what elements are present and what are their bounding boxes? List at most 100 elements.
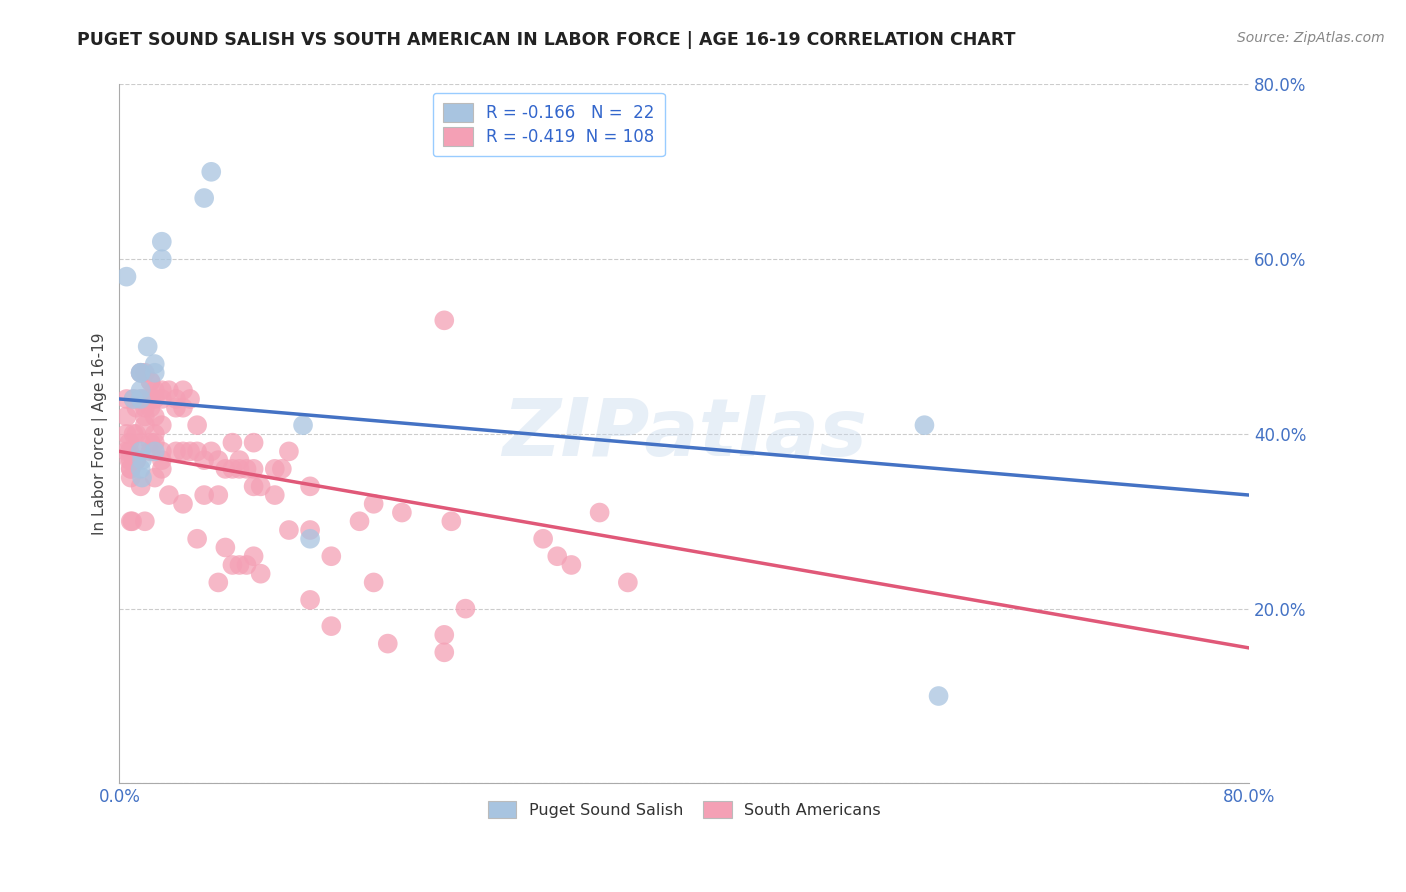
Point: [129, 392, 152, 406]
Point: [134, 514, 156, 528]
Point: [179, 392, 201, 406]
Point: [221, 462, 243, 476]
Point: [134, 392, 156, 406]
Text: ZIPatlas: ZIPatlas: [502, 395, 868, 473]
Point: [193, 453, 215, 467]
Point: [125, 453, 148, 467]
Point: [139, 444, 162, 458]
Point: [165, 392, 187, 406]
Point: [235, 462, 257, 476]
Point: [349, 514, 371, 528]
Point: [143, 470, 166, 484]
Point: [207, 575, 229, 590]
Point: [299, 479, 322, 493]
Point: [143, 409, 166, 424]
Point: [150, 235, 173, 249]
Point: [143, 444, 166, 458]
Point: [129, 435, 152, 450]
Point: [242, 479, 264, 493]
Point: [299, 532, 322, 546]
Point: [433, 628, 456, 642]
Point: [129, 366, 152, 380]
Point: [118, 453, 141, 467]
Point: [131, 453, 153, 467]
Point: [172, 383, 194, 397]
Point: [165, 444, 187, 458]
Point: [129, 479, 152, 493]
Point: [115, 409, 138, 424]
Point: [143, 383, 166, 397]
Point: [228, 462, 250, 476]
Legend: Puget Sound Salish, South Americans: Puget Sound Salish, South Americans: [481, 794, 887, 824]
Point: [207, 453, 229, 467]
Point: [139, 401, 162, 415]
Point: [193, 488, 215, 502]
Point: [186, 444, 208, 458]
Point: [120, 453, 142, 467]
Point: [125, 453, 148, 467]
Point: [391, 506, 413, 520]
Point: [129, 444, 152, 458]
Point: [433, 313, 456, 327]
Point: [321, 619, 343, 633]
Point: [157, 383, 180, 397]
Point: [143, 426, 166, 441]
Point: [242, 549, 264, 564]
Point: [172, 497, 194, 511]
Point: [129, 462, 152, 476]
Point: [560, 558, 582, 572]
Point: [299, 593, 322, 607]
Point: [134, 401, 156, 415]
Point: [120, 462, 142, 476]
Point: [433, 645, 456, 659]
Point: [118, 435, 141, 450]
Point: [143, 392, 166, 406]
Point: [129, 383, 152, 397]
Point: [150, 252, 173, 267]
Point: [228, 558, 250, 572]
Point: [200, 165, 222, 179]
Point: [165, 401, 187, 415]
Text: PUGET SOUND SALISH VS SOUTH AMERICAN IN LABOR FORCE | AGE 16-19 CORRELATION CHAR: PUGET SOUND SALISH VS SOUTH AMERICAN IN …: [77, 31, 1015, 49]
Point: [588, 506, 610, 520]
Point: [150, 453, 173, 467]
Point: [139, 375, 162, 389]
Point: [120, 470, 142, 484]
Point: [363, 497, 385, 511]
Point: [235, 558, 257, 572]
Point: [546, 549, 568, 564]
Point: [928, 689, 950, 703]
Point: [125, 401, 148, 415]
Point: [249, 566, 271, 581]
Text: Source: ZipAtlas.com: Source: ZipAtlas.com: [1237, 31, 1385, 45]
Point: [150, 462, 173, 476]
Point: [115, 426, 138, 441]
Point: [377, 637, 399, 651]
Point: [115, 444, 138, 458]
Point: [186, 418, 208, 433]
Point: [249, 479, 271, 493]
Point: [136, 340, 159, 354]
Point: [150, 444, 173, 458]
Point: [134, 409, 156, 424]
Point: [125, 426, 148, 441]
Point: [129, 366, 152, 380]
Point: [121, 514, 143, 528]
Point: [200, 444, 222, 458]
Point: [115, 392, 138, 406]
Point: [120, 514, 142, 528]
Point: [172, 444, 194, 458]
Point: [122, 392, 145, 406]
Point: [150, 392, 173, 406]
Point: [242, 435, 264, 450]
Point: [270, 462, 292, 476]
Point: [186, 532, 208, 546]
Point: [122, 392, 145, 406]
Point: [292, 418, 315, 433]
Point: [363, 575, 385, 590]
Point: [122, 426, 145, 441]
Point: [531, 532, 554, 546]
Point: [129, 392, 152, 406]
Point: [150, 418, 173, 433]
Point: [299, 523, 322, 537]
